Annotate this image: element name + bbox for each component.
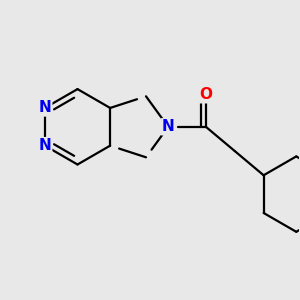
Text: N: N: [162, 119, 175, 134]
Text: N: N: [38, 138, 51, 153]
Text: N: N: [38, 100, 51, 116]
Text: O: O: [200, 87, 212, 102]
